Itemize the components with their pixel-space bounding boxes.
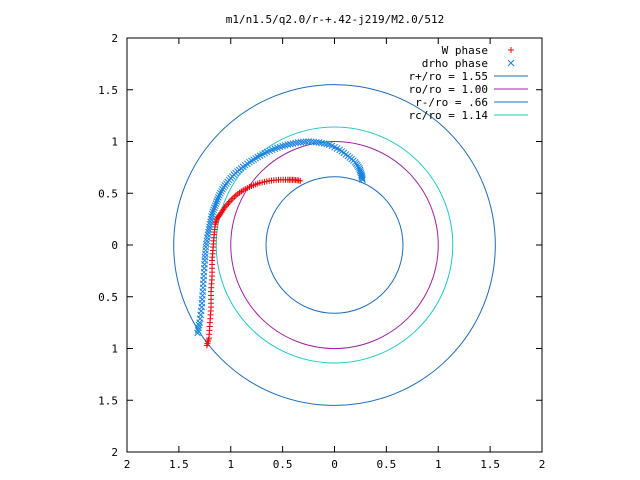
- data-point-fill: [207, 215, 215, 223]
- y-tick-label: 2: [111, 32, 118, 45]
- y-tick-label: 1: [111, 343, 118, 356]
- legend-label: r-/ro = .66: [415, 96, 488, 109]
- data-point-fill: [358, 173, 366, 181]
- data-point-fill: [318, 139, 325, 147]
- circle-5: [215, 126, 454, 364]
- data-point-fill: [207, 218, 214, 226]
- data-point-fill: [195, 321, 203, 329]
- data-point-fill: [210, 206, 217, 214]
- x-tick-label: 0: [331, 458, 338, 471]
- series-1: [194, 138, 366, 337]
- data-point: [315, 139, 323, 146]
- x-tick-label: 1: [227, 458, 234, 471]
- data-point-fill: [205, 228, 212, 236]
- data-point-fill: [209, 208, 217, 216]
- data-point: [359, 176, 366, 184]
- legend-marker: [508, 47, 514, 53]
- y-tick-label: 1.5: [98, 84, 118, 97]
- data-point-fill: [289, 140, 297, 147]
- legend-label: W phase: [442, 44, 488, 57]
- y-tick-label: 1.5: [98, 394, 118, 407]
- data-point-fill: [228, 196, 235, 203]
- data-point: [211, 202, 219, 210]
- plot-area: [173, 84, 496, 406]
- y-tick-label: 0: [111, 239, 118, 252]
- x-tick-label: 0.5: [376, 458, 396, 471]
- data-point-fill: [320, 140, 328, 147]
- axes: 2 1.5 1 0.5 0 0.5 1 1.5 221.510.500.511.52: [98, 32, 545, 471]
- legend-label: rc/ro = 1.14: [409, 109, 489, 122]
- data-point: [206, 220, 214, 228]
- y-tick-label: 0.5: [98, 187, 118, 200]
- data-point-fill: [195, 324, 202, 332]
- legend-label: drho phase: [422, 57, 488, 70]
- y-tick-label: 1: [111, 136, 118, 149]
- x-tick-label: 1.5: [480, 458, 500, 471]
- y-tick-label: 0.5: [98, 291, 118, 304]
- x-tick-label: 1: [435, 458, 442, 471]
- legend-label: ro/ro = 1.00: [409, 83, 488, 96]
- data-point-fill: [231, 193, 238, 200]
- data-point: [214, 194, 222, 201]
- data-point-fill: [358, 175, 366, 182]
- circle-2: [173, 84, 496, 406]
- data-point-fill: [323, 140, 331, 148]
- data-point-fill: [217, 189, 224, 197]
- data-point-fill: [302, 138, 310, 146]
- data-point-fill: [287, 140, 294, 148]
- series-0: [203, 176, 304, 349]
- data-point-fill: [213, 198, 221, 205]
- legend-marker: [507, 59, 515, 67]
- circle-3: [230, 141, 439, 349]
- data-point-fill: [214, 196, 221, 203]
- x-tick-label: 2: [124, 458, 131, 471]
- data-point-fill: [218, 187, 225, 195]
- y-tick-label: 2: [111, 446, 118, 459]
- data-point-fill: [194, 327, 202, 334]
- circle-4: [265, 176, 404, 314]
- data-point: [297, 177, 304, 184]
- x-tick-label: 0.5: [273, 458, 293, 471]
- data-point: [284, 141, 292, 148]
- data-point-fill: [215, 191, 223, 199]
- data-point-fill: [211, 204, 218, 212]
- chart-title: m1/n1.5/q2.0/r-+.42-j219/M2.0/512: [226, 13, 445, 26]
- x-tick-label: 1.5: [169, 458, 189, 471]
- data-point-fill: [206, 223, 213, 231]
- data-point-fill: [212, 200, 220, 207]
- data-point: [204, 231, 212, 239]
- data-point-fill: [229, 195, 236, 202]
- x-tick-label: 2: [539, 458, 546, 471]
- data-point-fill: [205, 226, 213, 233]
- data-point: [194, 329, 201, 337]
- legend-label: r+/ro = 1.55: [409, 70, 488, 83]
- data-point: [208, 210, 216, 218]
